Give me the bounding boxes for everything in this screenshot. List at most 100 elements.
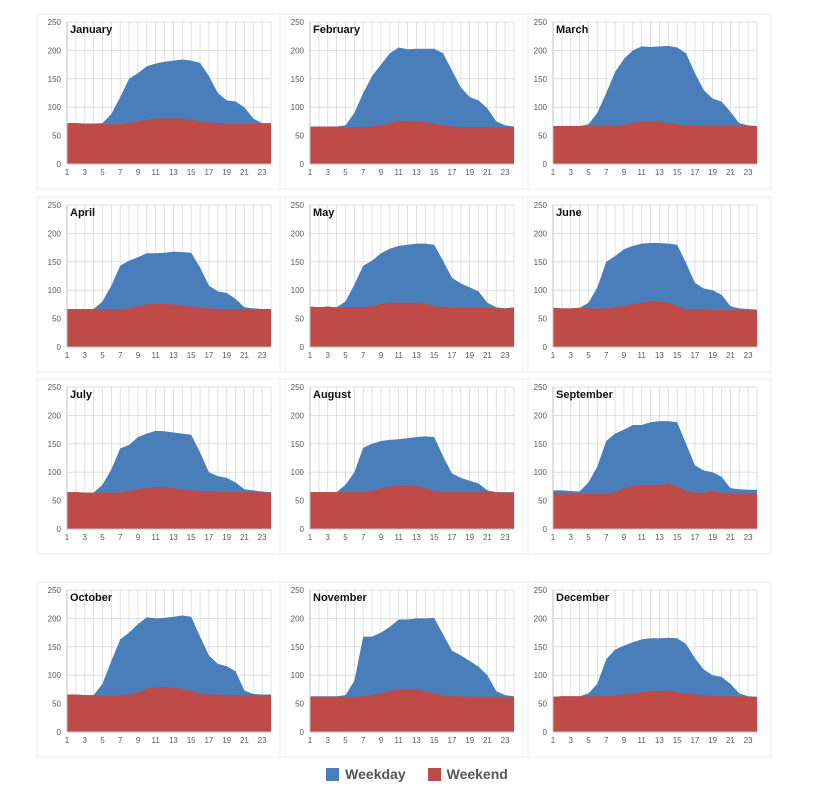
x-tick-label: 13 (412, 736, 421, 745)
y-tick-label: 200 (48, 614, 62, 623)
chart-title: June (556, 207, 582, 219)
x-tick-label: 9 (136, 168, 141, 177)
area-series-weekend (310, 688, 514, 732)
legend-swatch-weekday (326, 767, 340, 781)
x-tick-label: 5 (343, 533, 348, 542)
x-tick-label: 9 (379, 351, 384, 360)
x-tick-label: 21 (726, 533, 735, 542)
chart-title: September (556, 389, 614, 401)
x-tick-label: 3 (326, 533, 331, 542)
x-tick-label: 21 (483, 168, 492, 177)
x-tick-label: 7 (604, 168, 609, 177)
legend-item-weekday: Weekday (326, 766, 406, 782)
x-tick-label: 7 (604, 736, 609, 745)
x-tick-label: 9 (136, 533, 141, 542)
area-series-weekend (67, 303, 271, 347)
y-tick-label: 50 (52, 497, 61, 506)
x-tick-label: 3 (83, 736, 88, 745)
x-tick-label: 1 (65, 533, 70, 542)
x-tick-label: 3 (569, 533, 574, 542)
x-tick-label: 19 (708, 351, 717, 360)
y-tick-label: 0 (300, 343, 305, 352)
y-tick-label: 100 (291, 671, 305, 680)
x-tick-label: 3 (83, 351, 88, 360)
x-tick-label: 5 (343, 351, 348, 360)
x-tick-label: 15 (430, 351, 439, 360)
chart-title: December (556, 592, 610, 604)
y-tick-label: 100 (291, 468, 305, 477)
x-tick-label: 15 (430, 533, 439, 542)
y-tick-label: 150 (291, 75, 305, 84)
y-tick-label: 250 (48, 18, 62, 27)
area-series-weekend (67, 118, 271, 164)
x-tick-label: 17 (204, 736, 213, 745)
x-tick-label: 17 (690, 533, 699, 542)
x-tick-label: 1 (551, 533, 556, 542)
x-tick-label: 1 (65, 351, 70, 360)
chart-frame (36, 581, 286, 758)
y-tick-label: 150 (48, 258, 62, 267)
x-tick-label: 11 (638, 168, 647, 177)
x-tick-label: 21 (726, 736, 735, 745)
x-tick-label: 9 (622, 533, 627, 542)
chart-title: January (70, 24, 113, 36)
y-tick-label: 250 (291, 383, 305, 392)
area-series-weekend (67, 687, 271, 732)
y-tick-label: 200 (291, 229, 305, 238)
y-tick-label: 250 (534, 18, 548, 27)
x-tick-label: 3 (83, 533, 88, 542)
x-tick-label: 21 (240, 736, 249, 745)
x-tick-label: 19 (465, 736, 474, 745)
y-tick-label: 0 (543, 160, 548, 169)
x-tick-label: 7 (604, 533, 609, 542)
x-tick-label: 1 (308, 351, 313, 360)
area-series-weekend (310, 485, 514, 529)
x-tick-label: 21 (726, 351, 735, 360)
y-tick-label: 0 (300, 525, 305, 534)
x-tick-label: 5 (100, 351, 105, 360)
x-tick-label: 11 (395, 533, 404, 542)
x-tick-label: 13 (655, 351, 664, 360)
y-tick-label: 100 (48, 468, 62, 477)
legend-label-weekday: Weekday (345, 766, 406, 782)
x-tick-label: 9 (622, 736, 627, 745)
chart-title: July (70, 389, 93, 401)
y-tick-label: 50 (538, 497, 547, 506)
x-tick-label: 7 (361, 168, 366, 177)
y-tick-label: 250 (534, 586, 548, 595)
chart-frame (522, 13, 772, 190)
x-tick-label: 11 (395, 168, 404, 177)
y-tick-label: 150 (534, 75, 548, 84)
x-tick-label: 5 (586, 533, 591, 542)
x-tick-label: 13 (412, 533, 421, 542)
x-tick-label: 23 (501, 533, 510, 542)
x-tick-label: 23 (258, 533, 267, 542)
y-tick-label: 200 (48, 411, 62, 420)
x-tick-label: 19 (465, 168, 474, 177)
x-tick-label: 13 (655, 736, 664, 745)
x-tick-label: 15 (187, 736, 196, 745)
x-tick-label: 7 (361, 351, 366, 360)
x-tick-label: 13 (655, 533, 664, 542)
y-tick-label: 200 (291, 411, 305, 420)
x-tick-label: 11 (152, 168, 161, 177)
x-tick-label: 1 (65, 168, 70, 177)
y-tick-label: 150 (291, 643, 305, 652)
y-tick-label: 100 (291, 286, 305, 295)
x-tick-label: 1 (551, 351, 556, 360)
y-tick-label: 150 (48, 643, 62, 652)
x-tick-label: 19 (708, 736, 717, 745)
x-tick-label: 15 (187, 533, 196, 542)
y-tick-label: 150 (48, 75, 62, 84)
x-tick-label: 23 (744, 168, 753, 177)
y-tick-label: 0 (57, 160, 62, 169)
x-tick-label: 19 (222, 168, 231, 177)
x-tick-label: 23 (501, 351, 510, 360)
x-tick-label: 7 (604, 351, 609, 360)
area-series-weekend (553, 690, 757, 732)
